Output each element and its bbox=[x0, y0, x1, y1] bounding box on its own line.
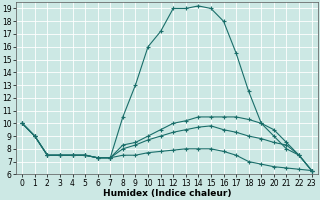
X-axis label: Humidex (Indice chaleur): Humidex (Indice chaleur) bbox=[103, 189, 231, 198]
